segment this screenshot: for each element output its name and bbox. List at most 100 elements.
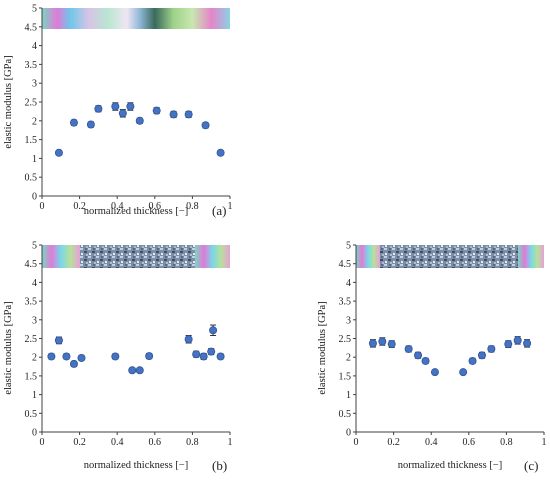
- data-point: [487, 344, 496, 353]
- material-image-strip-right-edge: [195, 245, 230, 268]
- x-tick-label: 0: [40, 201, 45, 212]
- data-point: [47, 352, 56, 361]
- y-tick-label: 5: [32, 241, 37, 252]
- y-tick-label: 1.5: [25, 371, 38, 382]
- data-point: [459, 368, 468, 377]
- x-tick-label: 0.2: [73, 437, 86, 448]
- data-point: [111, 102, 120, 111]
- y-tick-label: 3: [32, 315, 37, 326]
- y-tick-label: 0.5: [339, 409, 352, 420]
- data-point: [387, 340, 396, 349]
- material-image-strip-right-edge: [518, 245, 544, 268]
- y-tick-label: 4: [32, 278, 37, 289]
- data-point: [378, 337, 387, 346]
- data-point: [421, 356, 430, 365]
- y-tick-label: 0: [32, 192, 37, 203]
- y-tick-label: 3: [32, 79, 37, 90]
- data-point: [430, 368, 439, 377]
- y-tick-label: 5: [32, 4, 37, 15]
- data-point: [152, 106, 161, 115]
- y-tick-label: 4: [32, 41, 37, 52]
- y-tick-label: 0.5: [25, 173, 38, 184]
- data-point: [513, 336, 522, 345]
- material-image-strip: [356, 245, 544, 268]
- x-tick-label: 0.6: [149, 437, 162, 448]
- x-tick-label: 1: [542, 437, 547, 448]
- y-tick-label: 4.5: [25, 22, 38, 33]
- data-point: [69, 359, 78, 368]
- data-point: [477, 351, 486, 360]
- y-tick-label: 3.5: [25, 60, 38, 71]
- data-point: [468, 356, 477, 365]
- y-tick-label: 3.5: [25, 297, 38, 308]
- data-point: [86, 120, 95, 129]
- y-tick-label: 3: [346, 315, 351, 326]
- y-axis-label: elastic modulus [GPa]: [317, 301, 328, 394]
- y-tick-label: 2.5: [339, 334, 352, 345]
- panel-label: (a): [212, 203, 226, 218]
- material-image-strip-left-edge: [42, 245, 80, 268]
- x-tick-label: 0: [354, 437, 359, 448]
- data-point: [209, 326, 218, 335]
- chart-panel-a: 0 0.2 0.4 0.6 0.8 1 0 0.5 1 1.5 2 2.5 3 3.5 4 4.5 5 norm…: [3, 4, 233, 219]
- x-axis-label: normalized thickness [−]: [398, 460, 502, 471]
- x-tick-label: 0.4: [425, 437, 438, 448]
- x-tick-label: 1: [228, 437, 233, 448]
- y-tick-label: 1.5: [339, 371, 352, 382]
- y-tick-label: 2.5: [25, 98, 38, 109]
- data-point: [504, 340, 513, 349]
- y-tick-label: 4.5: [339, 259, 352, 270]
- data-point: [523, 339, 532, 348]
- data-point: [54, 148, 63, 157]
- data-point: [62, 352, 71, 361]
- material-image-strip-left-edge: [356, 245, 380, 268]
- x-tick-label: 0.6: [463, 437, 476, 448]
- material-image-strip: [42, 245, 230, 268]
- y-tick-label: 0: [32, 428, 37, 439]
- chart-panel-b: 0 0.2 0.4 0.6 0.8 1 0 0.5 1 1.5 2 2.5 3 3.5 4 4.5 5 norm…: [3, 241, 233, 474]
- y-tick-label: 1: [32, 154, 37, 165]
- data-point: [111, 352, 120, 361]
- x-axis-label: normalized thickness [−]: [84, 206, 188, 217]
- y-tick-label: 3.5: [339, 297, 352, 308]
- data-point: [135, 366, 144, 375]
- x-tick-label: 0.8: [186, 437, 199, 448]
- chart-panel-c: 0 0.2 0.4 0.6 0.8 1 0 0.5 1 1.5 2 2.5 3 3.5 4 4.5 5 norm…: [317, 241, 547, 474]
- y-tick-label: 2.5: [25, 334, 38, 345]
- data-point: [118, 109, 127, 118]
- data-point: [184, 335, 193, 344]
- data-point: [199, 352, 208, 361]
- y-tick-label: 0: [346, 428, 351, 439]
- data-point: [135, 116, 144, 125]
- data-point: [207, 347, 216, 356]
- y-axis-label: elastic modulus [GPa]: [3, 301, 14, 394]
- y-tick-label: 2: [32, 116, 37, 127]
- data-point: [404, 344, 413, 353]
- panel-label: (c): [524, 458, 538, 473]
- data-point: [184, 110, 193, 119]
- y-tick-label: 4.5: [25, 259, 38, 270]
- x-tick-label: 0: [40, 437, 45, 448]
- data-point: [54, 336, 63, 345]
- x-tick-label: 0.2: [73, 201, 86, 212]
- x-tick-label: 0.4: [111, 201, 124, 212]
- data-point: [126, 102, 135, 111]
- data-point: [128, 366, 137, 375]
- data-point: [94, 104, 103, 113]
- x-tick-label: 0.8: [186, 201, 199, 212]
- y-tick-label: 2: [346, 353, 351, 364]
- data-point: [69, 118, 78, 127]
- x-tick-label: 0.6: [149, 201, 162, 212]
- x-tick-label: 0.4: [111, 437, 124, 448]
- y-tick-label: 0.5: [25, 409, 38, 420]
- data-point: [145, 352, 154, 361]
- data-point: [169, 110, 178, 119]
- data-point: [192, 350, 201, 359]
- x-axis-label: normalized thickness [−]: [84, 460, 188, 471]
- y-tick-label: 1.5: [25, 135, 38, 146]
- data-point: [216, 148, 225, 157]
- y-tick-label: 2: [32, 353, 37, 364]
- y-tick-label: 1: [32, 390, 37, 401]
- x-tick-label: 0.8: [500, 437, 513, 448]
